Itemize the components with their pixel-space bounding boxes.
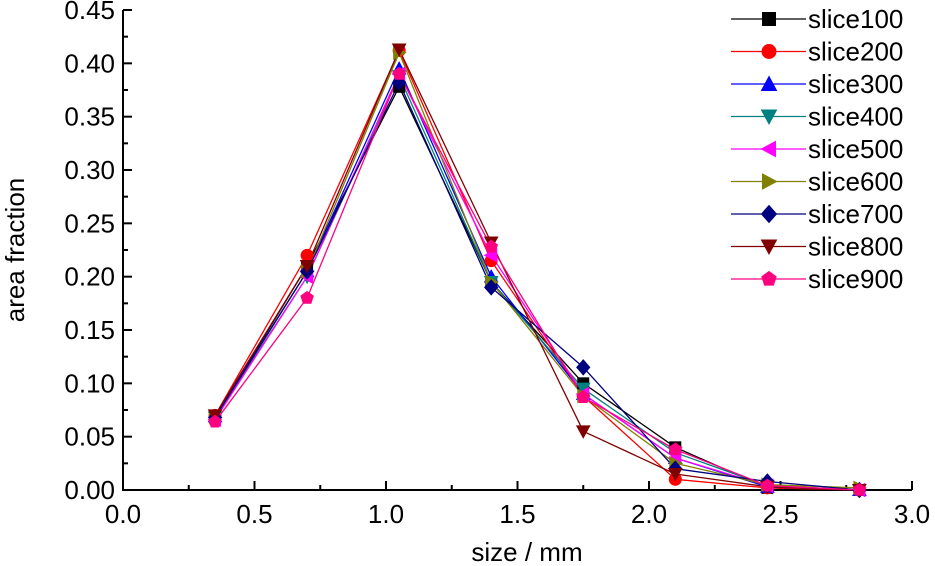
x-tick-label: 1.0 — [368, 499, 404, 529]
legend-marker — [760, 140, 776, 158]
x-tick-label: 0.0 — [105, 499, 141, 529]
legend-marker — [760, 239, 778, 256]
legend-label: slice100 — [808, 4, 903, 34]
legend-marker — [761, 44, 777, 59]
legend: slice100slice200slice300slice400slice500… — [731, 4, 903, 294]
legend-marker — [760, 109, 778, 126]
legend-label: slice200 — [808, 37, 903, 67]
legend-label: slice600 — [808, 167, 903, 197]
legend-marker — [761, 270, 777, 286]
data-point-slice700 — [576, 359, 591, 376]
data-point-slice900 — [576, 390, 591, 403]
series-layer — [214, 48, 860, 491]
data-point-slice900 — [668, 442, 683, 456]
x-axis-title: size / mm — [471, 537, 582, 566]
series-line-slice800 — [214, 48, 860, 491]
data-point-slice900 — [760, 478, 775, 492]
markers-layer — [207, 43, 867, 499]
y-tick-label: 0.45 — [64, 0, 115, 25]
legend-label: slice800 — [808, 232, 903, 262]
legend-label: slice700 — [808, 199, 903, 229]
series-line-slice200 — [214, 49, 860, 491]
legend-label: slice300 — [808, 69, 903, 99]
y-axis-title: area fraction — [0, 178, 30, 323]
x-tick-label: 3.0 — [894, 499, 930, 529]
data-point-slice700 — [484, 279, 499, 296]
y-tick-label: 0.00 — [64, 475, 115, 505]
x-tick-label: 2.5 — [762, 499, 798, 529]
x-tick-label: 0.5 — [236, 499, 272, 529]
y-tick-label: 0.30 — [64, 155, 115, 185]
data-point-slice800 — [299, 260, 315, 274]
y-tick-label: 0.05 — [64, 422, 115, 452]
legend-label: slice900 — [808, 264, 903, 294]
y-tick-label: 0.25 — [64, 208, 115, 238]
y-tick-label: 0.40 — [64, 48, 115, 78]
y-tick-label: 0.15 — [64, 315, 115, 345]
data-point-slice900 — [852, 482, 867, 496]
y-tick-label: 0.35 — [64, 102, 115, 132]
data-point-slice900 — [300, 290, 314, 304]
axes: 0.0 0.5 1.0 1.5 2.0 2.5 3.0 0.00 0.05 0.10 0.15 0.2… — [64, 0, 930, 529]
legend-marker — [762, 173, 778, 190]
x-tick-label: 2.0 — [631, 499, 667, 529]
data-point-slice800 — [575, 425, 591, 439]
series-line-slice600 — [214, 52, 860, 489]
y-tick-label: 0.10 — [64, 368, 115, 398]
legend-marker — [760, 204, 778, 224]
legend-label: slice500 — [808, 134, 903, 164]
legend-marker — [762, 12, 776, 26]
y-tick-label: 0.20 — [64, 262, 115, 292]
data-point-slice800 — [667, 468, 683, 482]
x-tick-label: 1.5 — [499, 499, 535, 529]
legend-label: slice400 — [808, 102, 903, 132]
data-point-slice800 — [391, 43, 407, 58]
data-point-slice200 — [300, 248, 314, 262]
series-line-slice900 — [214, 73, 860, 491]
data-point-slice900 — [484, 239, 498, 253]
data-point-slice900 — [208, 414, 222, 428]
data-point-slice900 — [392, 66, 406, 80]
legend-marker — [760, 75, 778, 91]
